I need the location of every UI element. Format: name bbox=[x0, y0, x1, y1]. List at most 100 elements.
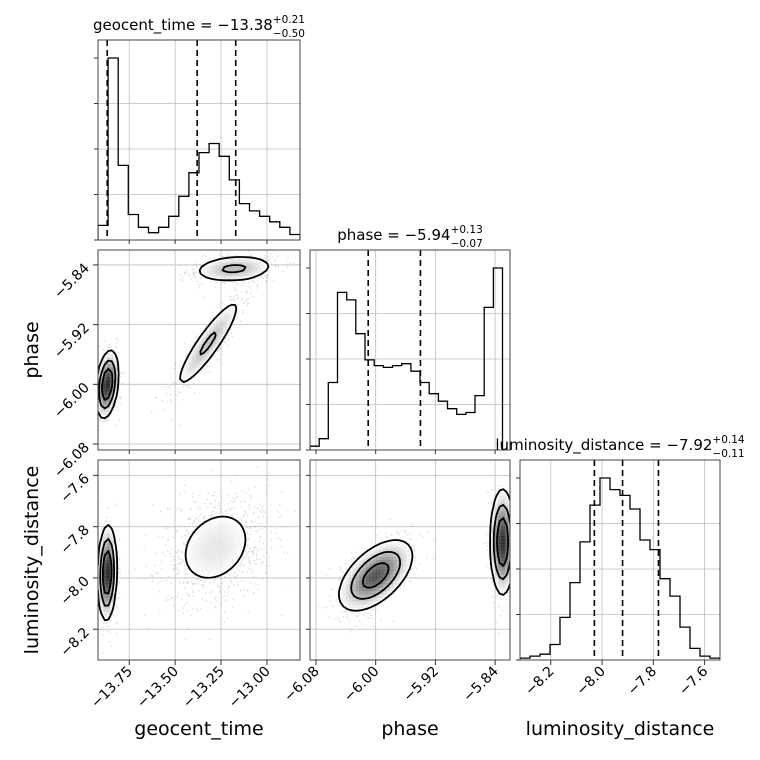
density-cell bbox=[98, 566, 101, 571]
density-cell bbox=[403, 546, 408, 551]
density-cell bbox=[216, 326, 221, 331]
density-cell bbox=[362, 590, 367, 595]
density-cell bbox=[393, 570, 398, 575]
density-cell bbox=[219, 275, 224, 280]
density-cell bbox=[212, 261, 217, 266]
density-cell bbox=[106, 614, 111, 619]
density-cell bbox=[106, 607, 111, 612]
density-cell bbox=[205, 536, 210, 541]
x-axis-phase: −6.08 −6.00 −5.92 −5.84 phase bbox=[281, 660, 502, 740]
density-cell bbox=[226, 539, 231, 544]
density-cell bbox=[243, 272, 248, 276]
density-cell bbox=[216, 563, 221, 568]
density-cell bbox=[113, 363, 118, 368]
density-cell bbox=[491, 570, 496, 575]
density-cell bbox=[349, 593, 353, 598]
density-cell bbox=[202, 529, 207, 534]
density-cell bbox=[110, 583, 114, 588]
density-cell bbox=[494, 553, 499, 558]
density-cell bbox=[199, 549, 203, 554]
density-cell bbox=[199, 526, 203, 531]
density-cell bbox=[216, 272, 221, 276]
density-cell bbox=[223, 532, 227, 537]
density-cell bbox=[508, 505, 510, 510]
density-cell bbox=[226, 316, 231, 321]
density-cell bbox=[253, 261, 258, 266]
density-cell bbox=[99, 604, 104, 609]
density-cell bbox=[352, 566, 357, 571]
density-cell bbox=[106, 363, 111, 368]
density-cell bbox=[399, 566, 404, 571]
density-cell bbox=[188, 363, 193, 368]
density-cell bbox=[202, 556, 207, 561]
density-cell bbox=[233, 553, 238, 558]
density-layer bbox=[310, 460, 510, 660]
density-cell bbox=[209, 549, 214, 554]
density-cell bbox=[212, 275, 217, 280]
density-cell bbox=[226, 322, 231, 327]
density-cell bbox=[209, 265, 214, 270]
density-cell bbox=[382, 593, 387, 598]
density-cell bbox=[216, 333, 221, 338]
density-cell bbox=[229, 563, 234, 568]
density-cell bbox=[209, 546, 214, 551]
density-cell bbox=[236, 553, 241, 558]
density-cell bbox=[233, 549, 238, 554]
density-cell bbox=[386, 576, 391, 581]
density-cell bbox=[192, 360, 197, 365]
y-tick-label: −5.92 bbox=[51, 320, 93, 362]
density-cell bbox=[501, 529, 506, 534]
density-cell bbox=[233, 543, 238, 548]
density-cell bbox=[216, 560, 221, 564]
density-cell bbox=[192, 532, 197, 537]
density-cell bbox=[501, 566, 506, 571]
density-cell bbox=[393, 546, 398, 551]
density-cell bbox=[372, 549, 377, 554]
density-cell bbox=[229, 261, 234, 266]
density-cell bbox=[236, 539, 241, 544]
density-cell bbox=[226, 261, 231, 266]
density-cell bbox=[103, 570, 108, 575]
density-cell bbox=[491, 526, 496, 531]
density-cell bbox=[195, 553, 200, 558]
density-cell bbox=[216, 316, 221, 321]
density-cell bbox=[501, 505, 506, 510]
density-cell bbox=[103, 529, 108, 534]
density-cell bbox=[212, 532, 217, 537]
density-cell bbox=[352, 597, 357, 602]
density-cell bbox=[494, 576, 499, 581]
density-cell bbox=[199, 546, 203, 551]
density-cell bbox=[376, 560, 381, 564]
density-cell bbox=[188, 563, 193, 568]
density-cell bbox=[98, 587, 101, 592]
density-cell bbox=[99, 411, 104, 415]
density-cell bbox=[216, 319, 221, 324]
density-cell bbox=[362, 600, 367, 605]
density-cell bbox=[501, 532, 506, 537]
density-cell bbox=[501, 539, 506, 544]
density-cell bbox=[103, 597, 108, 602]
density-cell bbox=[212, 322, 217, 327]
density-cell bbox=[106, 593, 111, 598]
density-cell bbox=[393, 556, 398, 561]
density-cell bbox=[219, 312, 224, 317]
density-cell bbox=[352, 563, 357, 568]
density-cell bbox=[99, 377, 104, 382]
density-cell bbox=[362, 556, 367, 561]
density-cell bbox=[508, 509, 510, 514]
density-cell bbox=[98, 563, 101, 568]
density-cell bbox=[349, 580, 353, 585]
density-cell bbox=[393, 543, 398, 548]
density-cell bbox=[192, 549, 197, 554]
density-cell bbox=[199, 543, 203, 548]
density-cell bbox=[226, 519, 231, 524]
density-cell bbox=[103, 377, 108, 382]
contour-level-1 bbox=[98, 264, 247, 410]
density-cell bbox=[209, 556, 214, 561]
density-cell bbox=[219, 336, 224, 341]
density-cell bbox=[498, 495, 503, 500]
density-cell bbox=[98, 570, 101, 575]
density-cell bbox=[365, 576, 370, 581]
density-frame bbox=[97, 459, 301, 661]
density-cell bbox=[185, 360, 190, 365]
